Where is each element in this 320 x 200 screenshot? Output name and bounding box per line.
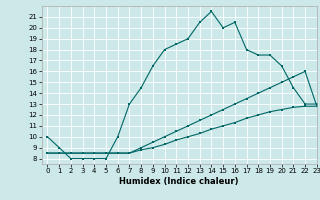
X-axis label: Humidex (Indice chaleur): Humidex (Indice chaleur): [119, 177, 239, 186]
